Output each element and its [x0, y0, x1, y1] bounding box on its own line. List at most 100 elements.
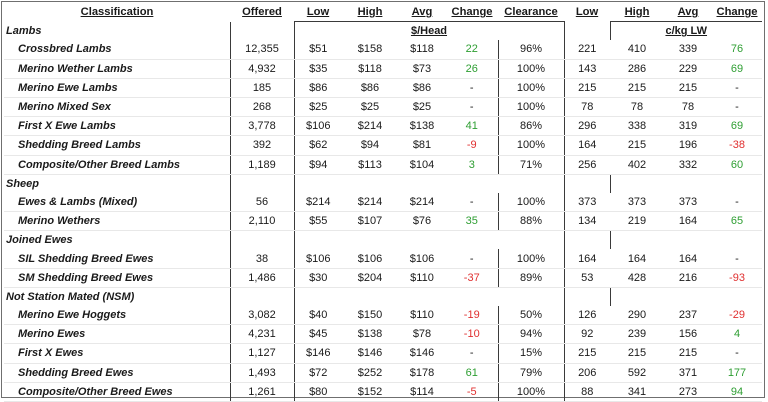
change-cell: -19	[446, 306, 499, 326]
change-cell: 41	[446, 116, 499, 137]
avg-lw-cell: 371	[664, 363, 712, 383]
offered-cell: 1,486	[230, 268, 295, 288]
avg-lw-cell: 229	[664, 59, 712, 79]
avg-cell: $76	[398, 211, 446, 232]
high-lw-cell: 410	[610, 40, 664, 60]
high-cell: $25	[342, 97, 398, 118]
change-lw-cell: -38	[712, 135, 762, 156]
change-cell: 35	[446, 211, 499, 232]
low-lw-cell: 164	[564, 135, 610, 156]
change-lw-cell: 65	[712, 211, 762, 232]
offered-cell: 12,355	[230, 40, 295, 60]
high-cell: $152	[342, 382, 398, 402]
change-cell: -10	[446, 324, 499, 345]
change-lw-cell: -29	[712, 306, 762, 326]
offered-cell: 185	[230, 78, 295, 98]
clearance-cell: 100%	[498, 382, 565, 402]
table-row: SIL Shedding Breed Ewes 38 $106 $106 $106-10…	[4, 249, 762, 269]
low-cell: $35	[294, 59, 342, 79]
avg-cell: $78	[398, 324, 446, 345]
low-lw-cell: 206	[564, 363, 610, 383]
low-cell: $55	[294, 211, 342, 232]
classification-cell: Merino Wether Lambs	[4, 59, 231, 79]
change-lw-cell: 177	[712, 363, 762, 383]
clearance-cell: 50%	[498, 306, 565, 326]
empty-cell	[610, 287, 762, 306]
table-row: Shedding Breed Ewes 1,493 $72 $252 $178 61 79%…	[4, 363, 762, 383]
avg-cell: $114	[398, 382, 446, 402]
offered-cell: 3,778	[230, 116, 295, 137]
empty-cell	[610, 174, 762, 193]
classification-cell: Merino Ewes	[4, 324, 231, 345]
classification-cell: Ewes & Lambs (Mixed)	[4, 192, 231, 213]
low-cell: $51	[294, 40, 342, 60]
empty-cell	[230, 230, 295, 250]
empty-cell	[564, 287, 611, 306]
avg-lw-cell: 164	[664, 211, 712, 232]
offered-cell: 56	[230, 192, 295, 213]
empty-cell	[564, 174, 611, 193]
clearance-cell: 96%	[498, 40, 565, 60]
low-lw-cell: 296	[564, 116, 610, 137]
change-cell: -37	[446, 268, 499, 288]
empty-cell	[294, 174, 565, 193]
low-cell: $30	[294, 268, 342, 288]
avg-cell: $106	[398, 249, 446, 269]
low-lw-cell: 53	[564, 268, 610, 288]
offered-cell: 268	[230, 97, 295, 118]
change-cell: -	[446, 192, 499, 213]
low-cell: $106	[294, 249, 342, 269]
classification-cell: SM Shedding Breed Ewes	[4, 268, 231, 288]
high-cell: $146	[342, 343, 398, 364]
classification-cell: Shedding Breed Ewes	[4, 363, 231, 383]
avg-cell: $214	[398, 192, 446, 213]
change-lw-cell: -	[712, 249, 762, 269]
table-row: Shedding Breed Lambs 392 $62 $94 $81 -9 100% 16…	[4, 135, 762, 156]
high-lw-cell: 239	[610, 324, 664, 345]
high-cell: $113	[342, 155, 398, 175]
offered-cell: 3,082	[230, 306, 295, 326]
high-lw-cell: 215	[610, 135, 664, 156]
change-cell: 22	[446, 40, 499, 60]
high-cell: $118	[342, 59, 398, 79]
avg-cell: $118	[398, 40, 446, 60]
offered-cell	[230, 21, 295, 41]
change-lw-cell: 76	[712, 40, 762, 60]
low-lw-cell: 215	[564, 78, 610, 98]
col-header-clearance: Clearance	[504, 6, 558, 19]
empty-cell	[564, 230, 611, 250]
avg-cell: $146	[398, 343, 446, 364]
table-row: Merino Ewe Lambs 185 $86 $86 $86-100% 215 215 2…	[4, 78, 762, 98]
high-lw-cell: 215	[610, 343, 664, 364]
col-header-low: Low	[306, 6, 330, 19]
clearance-cell: 100%	[498, 249, 565, 269]
low-cell: $86	[294, 78, 342, 98]
change-lw-cell: 60	[712, 155, 762, 175]
classification-cell: Merino Mixed Sex	[4, 97, 231, 118]
high-lw-cell: 338	[610, 116, 664, 137]
offered-cell: 1,189	[230, 155, 295, 175]
avg-lw-cell: 215	[664, 78, 712, 98]
high-lw-cell: 341	[610, 382, 664, 402]
high-cell: $214	[342, 192, 398, 213]
low-lw-cell: 221	[564, 40, 610, 60]
low-cell: $72	[294, 363, 342, 383]
high-cell: $94	[342, 135, 398, 156]
avg-lw-cell: 237	[664, 306, 712, 326]
clearance-cell: 89%	[498, 268, 565, 288]
low-cell: $94	[294, 155, 342, 175]
clearance-cell: 100%	[498, 59, 565, 79]
classification-cell: Shedding Breed Lambs	[4, 135, 231, 156]
classification-cell: First X Ewes	[4, 343, 231, 364]
avg-cell: $178	[398, 363, 446, 383]
table-row: Merino Wether Lambs 4,932 $35 $118 $73 26 100%…	[4, 59, 762, 79]
clearance-cell: 100%	[498, 192, 565, 213]
low-lw-cell: 143	[564, 59, 610, 79]
table-row: Merino Ewes 4,231 $45 $138 $78 -10 94% 92 239 156…	[4, 324, 762, 345]
change-lw-cell: -	[712, 78, 762, 98]
change-lw-cell: 69	[712, 59, 762, 79]
empty-cell	[294, 287, 565, 306]
change-cell: -	[446, 97, 499, 118]
section-row: Not Station Mated (NSM)	[4, 287, 762, 306]
high-cell: $204	[342, 268, 398, 288]
